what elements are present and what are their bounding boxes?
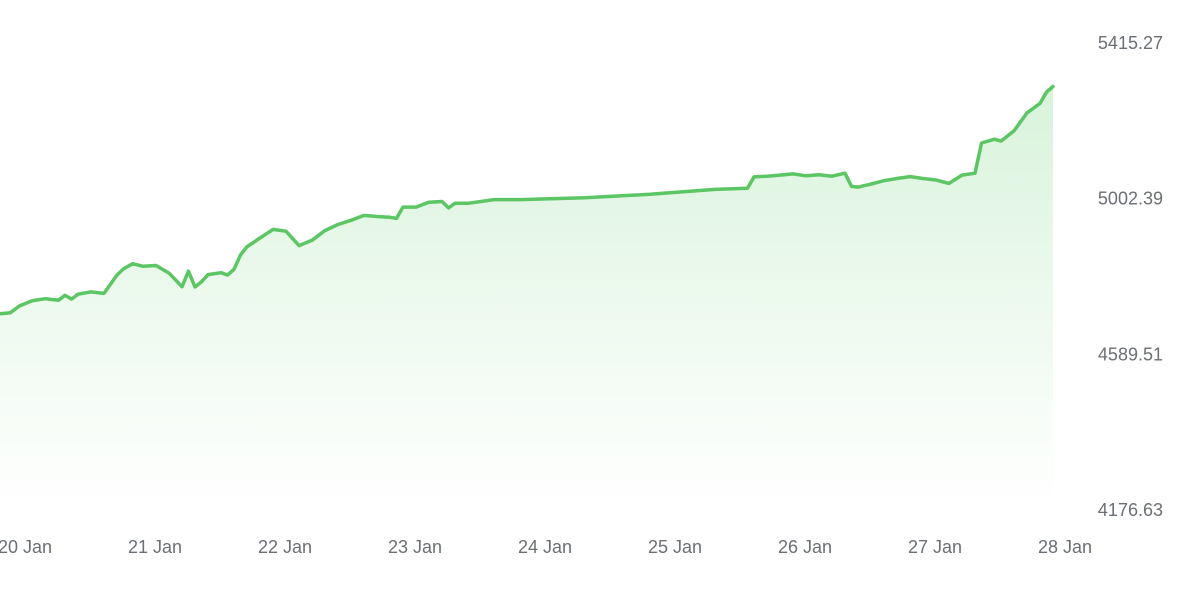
price-area-fill [0,86,1053,510]
y-tick-label: 4589.51 [1098,344,1163,364]
x-tick-label: 25 Jan [648,537,702,557]
x-tick-label: 22 Jan [258,537,312,557]
y-tick-label: 4176.63 [1098,500,1163,520]
x-tick-label: 21 Jan [128,537,182,557]
x-tick-label: 20 Jan [0,537,52,557]
x-tick-label: 26 Jan [778,537,832,557]
price-line [0,84,1055,316]
x-tick-label: 24 Jan [518,537,572,557]
x-tick-label: 23 Jan [388,537,442,557]
x-tick-label: 27 Jan [908,537,962,557]
y-axis-ticks: 5415.27 5002.39 4589.51 4176.63 [1098,33,1163,520]
x-tick-label: 28 Jan [1038,537,1092,557]
y-tick-label: 5415.27 [1098,33,1163,53]
x-axis-ticks: 20 Jan 21 Jan 22 Jan 23 Jan 24 Jan 25 Jan 26 J… [0,537,1092,557]
y-tick-label: 5002.39 [1098,189,1163,209]
